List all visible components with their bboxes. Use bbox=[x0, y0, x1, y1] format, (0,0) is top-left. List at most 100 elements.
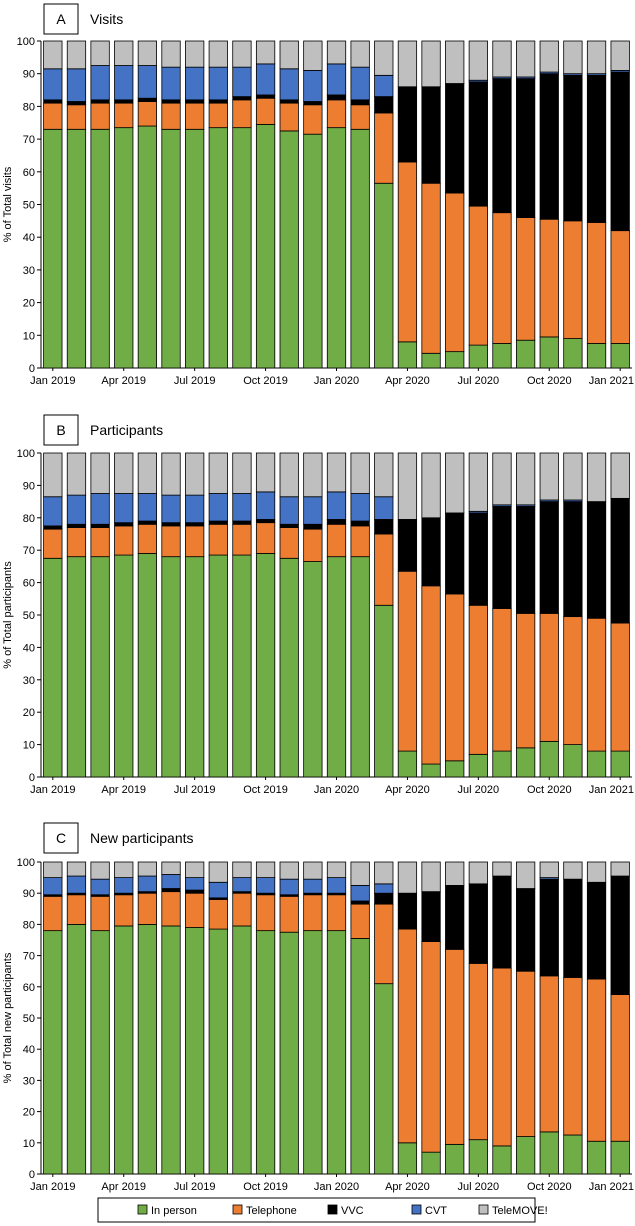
bar-segment-telemove bbox=[255, 861, 276, 879]
bar-segment-vvc bbox=[185, 99, 205, 104]
bar-segment-vvc bbox=[610, 497, 630, 624]
bar-segment-in-person bbox=[255, 930, 276, 1175]
bar-segment-telemove bbox=[397, 452, 418, 520]
bar-segment-in-person bbox=[586, 750, 607, 778]
bar-segment-telephone bbox=[66, 104, 87, 130]
y-tick-label: 10 bbox=[23, 1138, 35, 1150]
bar-segment-telephone bbox=[303, 528, 323, 562]
bar-segment-vvc bbox=[374, 892, 394, 905]
x-tick-label: Jan 2020 bbox=[314, 784, 359, 796]
bar-segment-telephone bbox=[161, 525, 181, 558]
bar-segment-vvc bbox=[303, 101, 323, 106]
bar-segment-telephone bbox=[303, 104, 323, 135]
bar-segment-vvc bbox=[397, 519, 418, 572]
bar-segment-in-person bbox=[161, 128, 181, 369]
bar-segment-cvt bbox=[279, 496, 299, 525]
bar-segment-vvc bbox=[374, 96, 394, 114]
bar-segment-telephone bbox=[279, 102, 299, 132]
bar-segment-telephone bbox=[468, 604, 488, 755]
bar-segment-vvc bbox=[516, 888, 536, 972]
bar-segment-telemove bbox=[232, 861, 252, 879]
bar-segment-telephone bbox=[374, 533, 394, 606]
bar-segment-telemove bbox=[397, 40, 418, 88]
y-tick-label: 20 bbox=[23, 298, 35, 310]
x-tick-label: Jan 2021 bbox=[589, 1181, 634, 1193]
bar-segment-in-person bbox=[468, 344, 488, 369]
bar-segment-vvc bbox=[421, 517, 441, 587]
bar-segment-telephone bbox=[137, 101, 158, 127]
bar-segment-vvc bbox=[516, 506, 536, 614]
bar-segment-telephone bbox=[232, 99, 252, 129]
bar-segment-cvt bbox=[90, 65, 110, 101]
y-tick-label: 30 bbox=[23, 675, 35, 687]
bar-segment-cvt bbox=[66, 494, 87, 525]
bar-segment-telemove bbox=[610, 452, 630, 499]
legend-item-cvt: CVT bbox=[411, 1204, 447, 1217]
bar-segment-in-person bbox=[66, 556, 87, 778]
bar-segment-in-person bbox=[161, 925, 181, 1175]
x-tick-label: Apr 2019 bbox=[101, 784, 146, 796]
bar-segment-telephone bbox=[185, 525, 205, 558]
bar-segment-telephone bbox=[90, 102, 110, 130]
legend-label: In person bbox=[151, 1205, 197, 1217]
bar-segment-telephone bbox=[326, 523, 347, 558]
bar-segment-in-person bbox=[255, 123, 276, 369]
bar-segment-in-person bbox=[421, 352, 441, 369]
bar-segment-vvc bbox=[279, 523, 299, 528]
bar-segment-vvc bbox=[255, 94, 276, 99]
legend-swatch bbox=[478, 1204, 489, 1215]
bar-segment-telephone bbox=[610, 230, 630, 344]
bar-segment-in-person bbox=[586, 343, 607, 369]
bar-segment-in-person bbox=[516, 339, 536, 369]
bar-segment-in-person bbox=[374, 604, 394, 778]
bar-segment-telephone bbox=[610, 622, 630, 752]
legend-label: VVC bbox=[341, 1205, 364, 1217]
bar-segment-vvc bbox=[161, 888, 181, 893]
bar-segment-cvt bbox=[208, 66, 228, 101]
bar-segment-in-person bbox=[66, 128, 87, 369]
bar-segment-telemove bbox=[185, 861, 205, 879]
y-tick-label: 100 bbox=[17, 36, 35, 48]
bar-segment-in-person bbox=[468, 1139, 488, 1175]
bar-segment-in-person bbox=[137, 553, 158, 778]
bar-segment-telemove bbox=[161, 452, 181, 496]
bar-segment-telemove bbox=[374, 861, 394, 885]
bar-segment-cvt bbox=[114, 877, 134, 894]
bar-segment-in-person bbox=[114, 925, 134, 1175]
bar-segment-cvt bbox=[137, 65, 158, 99]
x-tick-label: Jul 2020 bbox=[458, 375, 500, 387]
bar-segment-in-person bbox=[90, 930, 110, 1175]
bar-segment-telemove bbox=[303, 452, 323, 498]
panel-letter: C bbox=[56, 830, 66, 846]
bar-segment-vvc bbox=[90, 99, 110, 104]
bar-segment-vvc bbox=[468, 81, 488, 207]
panel-title: Participants bbox=[90, 422, 163, 438]
y-tick-label: 70 bbox=[23, 951, 35, 963]
bar-segment-telemove bbox=[374, 452, 394, 498]
bar-segment-telemove bbox=[326, 452, 347, 493]
bar-segment-telemove bbox=[445, 861, 465, 886]
y-tick-label: 20 bbox=[23, 1107, 35, 1119]
bar-segment-cvt bbox=[90, 493, 110, 525]
bar-segment-in-person bbox=[114, 554, 134, 778]
legend-item-telemove: TeleMOVE! bbox=[478, 1204, 548, 1217]
y-tick-label: 0 bbox=[29, 363, 35, 375]
bar-segment-vvc bbox=[468, 883, 488, 964]
bar-segment-vvc bbox=[492, 506, 512, 609]
bar-segment-telemove bbox=[232, 40, 252, 68]
bar-segment-telephone bbox=[232, 523, 252, 556]
bar-segment-telemove bbox=[326, 40, 347, 65]
bar-segment-in-person bbox=[586, 1140, 607, 1175]
legend-item-vvc: VVC bbox=[327, 1204, 364, 1217]
bar-segment-telephone bbox=[397, 161, 418, 343]
x-tick-label: Jul 2019 bbox=[174, 784, 216, 796]
panel-letter: B bbox=[56, 422, 65, 438]
bar-segment-in-person bbox=[445, 760, 465, 778]
bar-segment-cvt bbox=[232, 877, 252, 893]
bar-segment-vvc bbox=[350, 900, 370, 905]
x-tick-label: Oct 2020 bbox=[527, 1181, 572, 1193]
bar-segment-in-person bbox=[610, 750, 630, 778]
bar-segment-in-person bbox=[303, 133, 323, 369]
bar-segment-telephone bbox=[66, 894, 87, 925]
legend-swatch bbox=[232, 1204, 243, 1215]
